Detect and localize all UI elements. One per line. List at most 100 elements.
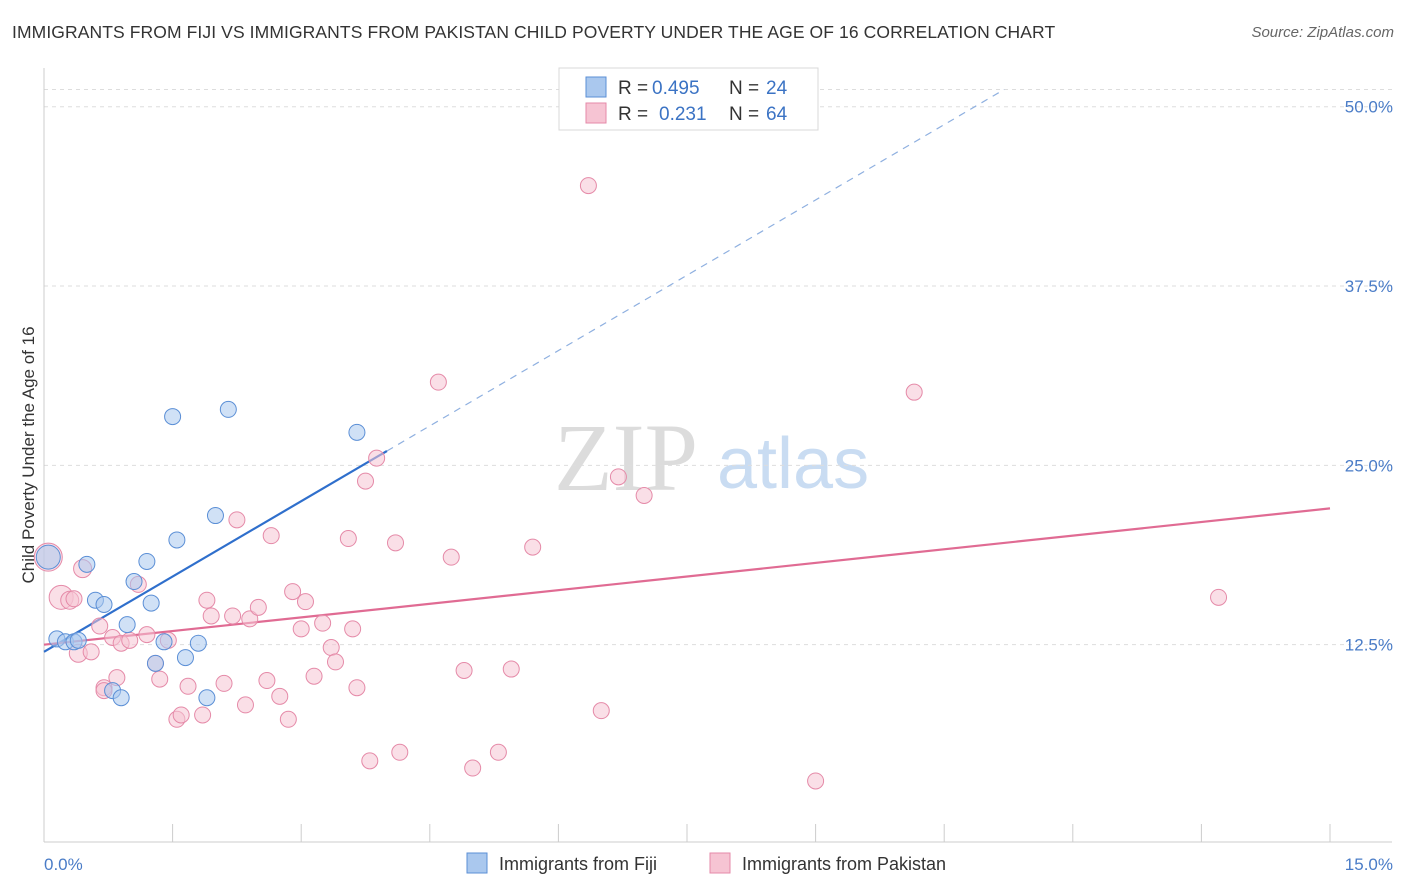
pakistan-point: [172, 706, 190, 724]
scatter-points: [33, 177, 1228, 790]
legend-r-value-fiji: 0.495: [652, 78, 700, 99]
bottom-legend-label-fiji: Immigrants from Fiji: [499, 854, 657, 874]
y-tick-label: 50.0%: [1345, 98, 1393, 117]
pakistan-point: [215, 674, 233, 692]
tick-labels: 12.5% 25.0% 37.5% 50.0% 0.0% 15.0%: [44, 98, 1393, 874]
legend-swatch-pakistan: [585, 102, 607, 124]
bottom-legend-swatch-pakistan: [709, 852, 731, 874]
pakistan-point: [279, 710, 297, 728]
pakistan-point: [151, 670, 169, 688]
axes: [43, 68, 1392, 843]
pakistan-point: [592, 702, 610, 720]
pakistan-point: [292, 620, 310, 638]
pakistan-point: [579, 177, 597, 195]
fiji-point: [142, 594, 160, 612]
fiji-point: [206, 507, 224, 525]
fiji-point: [118, 616, 136, 634]
pakistan-point: [489, 743, 507, 761]
trend-lines: [43, 88, 1331, 653]
legend-r-value-pakistan: 0.231: [659, 104, 707, 125]
legend-n-value-fiji: 24: [766, 78, 788, 99]
legend-swatch-fiji: [585, 76, 607, 98]
y-tick-label: 25.0%: [1345, 456, 1393, 475]
y-tick-label: 12.5%: [1345, 636, 1393, 655]
pakistan-point: [91, 617, 109, 635]
pakistan-point: [258, 672, 276, 690]
pakistan-point: [322, 639, 340, 657]
pakistan-point: [249, 598, 267, 616]
pakistan-point: [326, 653, 344, 671]
pakistan-point: [1210, 588, 1228, 606]
pakistan-point: [502, 660, 520, 678]
source-label: Source: ZipAtlas.com: [1251, 24, 1394, 41]
pakistan-point: [339, 530, 357, 548]
fiji-point: [348, 423, 366, 441]
pakistan-point: [391, 743, 409, 761]
x-tick-label: 0.0%: [44, 855, 83, 874]
pakistan-point: [296, 593, 314, 611]
pakistan-point: [179, 677, 197, 695]
pakistan-point: [429, 373, 447, 391]
pakistan-point: [194, 706, 212, 724]
fiji-point: [78, 555, 96, 573]
pakistan-point: [368, 449, 386, 467]
pakistan-point: [224, 607, 242, 625]
pakistan-point: [807, 772, 825, 790]
fiji-point: [112, 689, 130, 707]
bottom-legend-label-pakistan: Immigrants from Pakistan: [742, 854, 946, 874]
pakistan-point: [271, 687, 289, 705]
fiji-point: [69, 631, 87, 649]
pakistan-point: [82, 643, 100, 661]
gridlines: [44, 88, 1392, 646]
pakistan-point: [198, 591, 216, 609]
fiji-point: [164, 408, 182, 426]
pakistan-point: [344, 620, 362, 638]
pakistan-trend-line: [43, 507, 1331, 646]
fiji-point: [168, 531, 186, 549]
pakistan-point: [455, 661, 473, 679]
pakistan-point: [524, 538, 542, 556]
pakistan-point: [121, 631, 139, 649]
fiji-point: [155, 633, 173, 651]
pakistan-point: [65, 590, 83, 608]
legend: R = 0.495 N = 24 R = 0.231 N = 64: [558, 67, 819, 131]
watermark-zip: ZIP: [554, 404, 698, 511]
fiji-point: [95, 596, 113, 614]
pakistan-point: [262, 527, 280, 545]
y-axis-title: Child Poverty Under the Age of 16: [19, 326, 38, 583]
fiji-point: [219, 400, 237, 418]
pakistan-point: [609, 468, 627, 486]
fiji-point: [35, 544, 61, 570]
legend-r-label-fiji: R =: [618, 78, 648, 99]
fiji-point: [138, 552, 156, 570]
pakistan-point: [464, 759, 482, 777]
pakistan-point: [228, 511, 246, 529]
fiji-point: [189, 634, 207, 652]
pakistan-point: [635, 486, 653, 504]
pakistan-point: [361, 752, 379, 770]
fiji-point: [125, 573, 143, 591]
fiji-point: [146, 654, 164, 672]
pakistan-point: [202, 607, 220, 625]
pakistan-point: [905, 383, 923, 401]
pakistan-point: [387, 534, 405, 552]
pakistan-point: [348, 679, 366, 697]
bottom-legend-swatch-fiji: [466, 852, 488, 874]
fiji-point: [176, 649, 194, 667]
fiji-trend-extension: [386, 88, 1005, 452]
pakistan-point: [241, 610, 259, 628]
fiji-point: [198, 689, 216, 707]
pakistan-point: [305, 667, 323, 685]
legend-r-label-pakistan: R =: [618, 104, 648, 125]
watermark-atlas: atlas: [717, 424, 869, 504]
legend-n-label-pakistan: N =: [729, 104, 759, 125]
bottom-legend: Immigrants from Fiji Immigrants from Pak…: [466, 852, 946, 874]
pakistan-point: [314, 614, 332, 632]
chart-title: IMMIGRANTS FROM FIJI VS IMMIGRANTS FROM …: [12, 22, 1056, 42]
pakistan-point: [357, 472, 374, 490]
legend-n-value-pakistan: 64: [766, 104, 788, 125]
pakistan-point: [284, 583, 302, 601]
pakistan-point: [236, 696, 254, 714]
pakistan-point: [442, 548, 460, 566]
